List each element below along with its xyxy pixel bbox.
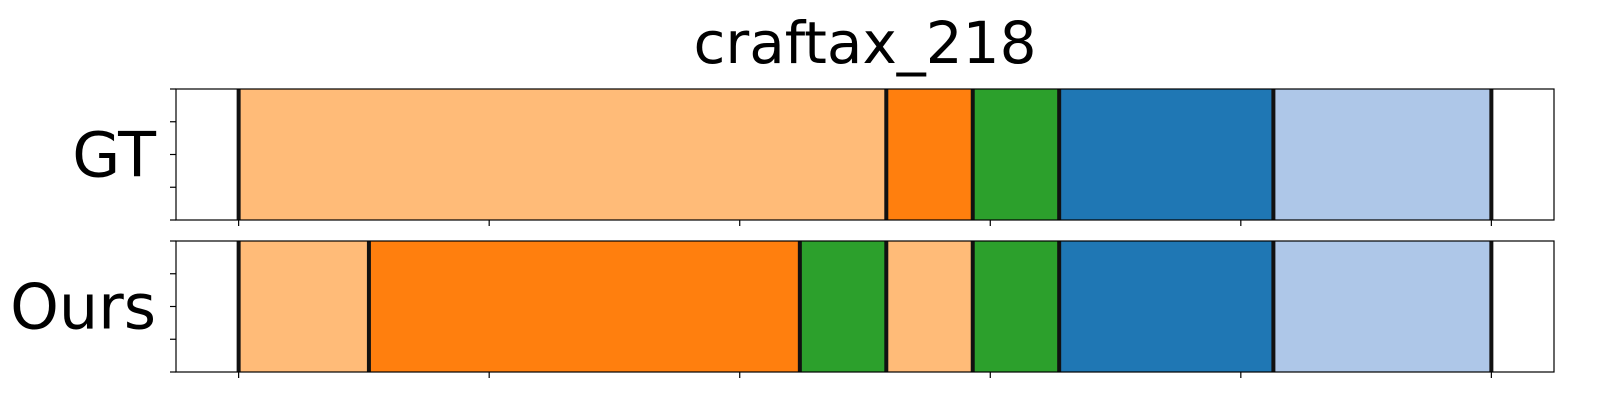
segment-1-1	[368, 241, 800, 372]
segment-0-4	[1273, 89, 1492, 220]
segment-1-4	[972, 241, 1060, 372]
segment-0-0	[238, 89, 887, 220]
row-0: GT	[72, 88, 1555, 226]
segment-0-3	[1059, 89, 1274, 220]
segment-1-2	[799, 241, 887, 372]
chart-title: craftax_218	[694, 9, 1037, 77]
segment-1-6	[1273, 241, 1492, 372]
segment-1-3	[886, 241, 973, 372]
segment-0-2	[972, 89, 1060, 220]
row-label-1: Ours	[10, 271, 156, 344]
segment-1-0	[238, 241, 369, 372]
segment-1-5	[1059, 241, 1274, 372]
row-1: Ours	[10, 240, 1555, 378]
rows-layer: GT Ours	[10, 88, 1555, 378]
segment-0-1	[886, 89, 973, 220]
row-label-0: GT	[72, 119, 157, 192]
